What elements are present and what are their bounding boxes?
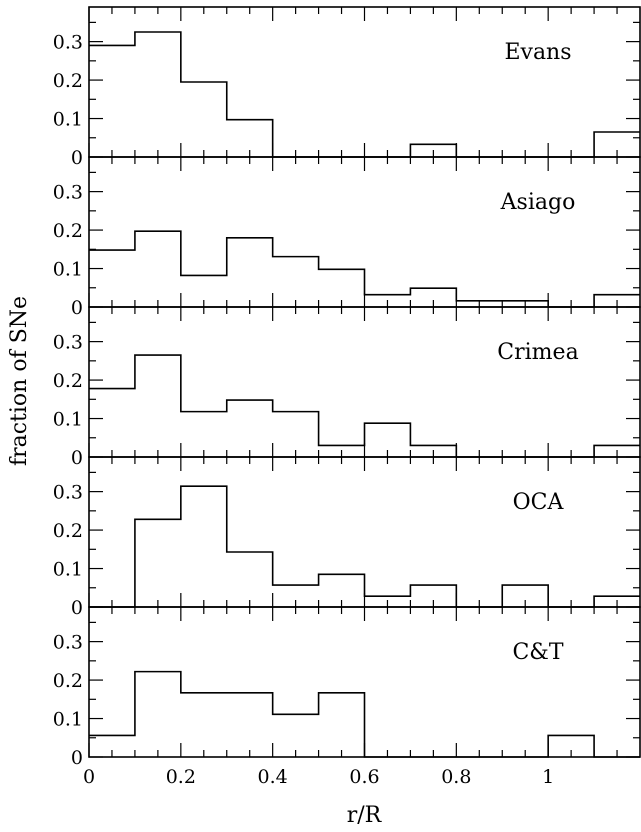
histogram-bar	[227, 238, 273, 307]
histogram-bar	[410, 144, 456, 157]
x-tick-label: 0.8	[441, 766, 471, 788]
y-tick-label: 0	[71, 747, 83, 769]
histogram-bar	[273, 257, 319, 307]
histogram-bar	[594, 295, 640, 307]
y-tick-label: 0	[71, 147, 83, 169]
histogram-bar	[181, 82, 227, 157]
y-tick-label: 0.1	[53, 259, 83, 281]
histogram-bar	[319, 269, 365, 307]
panel-oca: 0 0.1 0.2 0.3 OCA	[53, 456, 641, 619]
histogram-bar	[319, 693, 365, 757]
histogram-step-line	[89, 485, 640, 608]
histogram-bar	[410, 585, 456, 607]
x-tick-label: 0.2	[166, 766, 196, 788]
histogram-bar	[502, 585, 548, 607]
histogram-step-line	[89, 670, 640, 758]
y-tick-label: 0.1	[53, 709, 83, 731]
panel-asiago: 0 0.1 0.2 0.3 Asiago	[53, 156, 641, 319]
histogram-bar	[365, 423, 411, 457]
histogram-bar	[89, 735, 135, 757]
y-tick-label: 0.3	[53, 32, 83, 54]
y-tick-label: 0	[71, 297, 83, 319]
panel-label: Crimea	[497, 340, 578, 365]
y-tick-label: 0.2	[53, 220, 83, 242]
histogram-bar	[319, 574, 365, 607]
y-tick-label: 0.3	[53, 332, 83, 354]
panel-label: C&T	[512, 640, 563, 665]
histogram-bar	[502, 301, 548, 307]
y-tick-label: 0.2	[53, 370, 83, 392]
histogram-bar	[456, 301, 502, 307]
histogram-bar	[410, 445, 456, 457]
panel-label: OCA	[513, 490, 565, 515]
y-tick-label: 0.1	[53, 559, 83, 581]
histogram-bar	[181, 486, 227, 607]
x-tick-labels: 0 0.2 0.4 0.6 0.8 1	[83, 766, 554, 788]
y-tick-label: 0.3	[53, 632, 83, 654]
histogram-bar	[548, 735, 594, 757]
y-tick-label: 0.1	[53, 409, 83, 431]
histogram-bar	[365, 596, 411, 607]
histogram-bar	[273, 412, 319, 457]
histogram-bar	[181, 275, 227, 307]
y-tick-label: 0.3	[53, 182, 83, 204]
panel-c-t: 0 0.1 0.2 0.3 C&T	[53, 606, 641, 769]
panel-label: Evans	[504, 40, 571, 65]
x-tick-label: 1	[542, 766, 554, 788]
histogram-step-line	[89, 230, 640, 308]
histogram-bar	[135, 32, 181, 157]
y-tick-label: 0	[71, 447, 83, 469]
panel-crimea: 0 0.1 0.2 0.3 Crimea	[53, 306, 641, 469]
panel-label: Asiago	[500, 190, 576, 215]
histogram-bar	[273, 714, 319, 757]
histogram-bar	[227, 552, 273, 607]
histogram-bar	[594, 596, 640, 607]
y-tick-label: 0.3	[53, 482, 83, 504]
histogram-bar	[181, 693, 227, 757]
y-tick-label: 0.1	[53, 109, 83, 131]
histogram-bar	[365, 295, 411, 307]
histogram-bar	[410, 288, 456, 307]
histogram-bar	[89, 389, 135, 457]
histogram-bar	[227, 400, 273, 457]
histogram-bar	[135, 519, 181, 607]
histogram-bar	[89, 250, 135, 307]
histogram-bar	[594, 445, 640, 457]
histogram-bar	[319, 445, 365, 457]
y-tick-label: 0.2	[53, 670, 83, 692]
x-tick-label: 0	[83, 766, 95, 788]
x-tick-label: 0.6	[349, 766, 379, 788]
histogram-bar	[273, 585, 319, 607]
histogram-bar	[181, 412, 227, 457]
y-tick-label: 0.2	[53, 70, 83, 92]
histogram-bar	[135, 231, 181, 307]
y-axis-label: fraction of SNe	[7, 296, 32, 466]
histogram-bar	[227, 120, 273, 157]
histogram-bar	[594, 132, 640, 157]
panel-evans: 0 0.1 0.2 0.3 Evans	[53, 6, 641, 169]
y-tick-label: 0	[71, 597, 83, 619]
panels-group: 0 0.1 0.2 0.3 Evans 0 0.1 0.2 0.3 Asiago 0 0.1 0.2 0.…	[53, 6, 641, 769]
x-axis-label: r/R	[347, 803, 383, 828]
histogram-bar	[135, 355, 181, 457]
histogram-bar	[89, 45, 135, 157]
y-tick-label: 0.2	[53, 520, 83, 542]
x-tick-label: 0.4	[258, 766, 288, 788]
histogram-bar	[135, 672, 181, 757]
histogram-bar	[227, 693, 273, 757]
